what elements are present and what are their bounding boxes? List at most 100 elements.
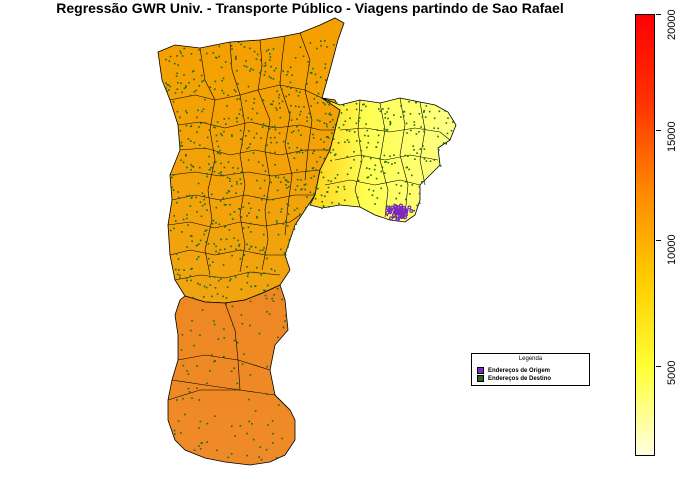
destination-point [382,108,384,110]
destination-point [329,151,332,154]
destination-point [270,141,272,144]
destination-point [180,141,183,144]
destination-point [397,172,400,174]
destination-point [215,245,217,248]
destination-point [177,191,179,193]
destination-point [184,153,187,156]
destination-point [328,113,331,116]
destination-point [274,128,277,131]
destination-point [306,196,308,198]
destination-point [227,94,229,97]
destination-point [288,147,291,149]
destination-point [422,145,424,147]
destination-point [303,184,306,186]
destination-point [213,126,215,128]
destination-point [263,247,265,249]
destination-point [223,337,226,339]
destination-point [346,108,348,111]
destination-point [199,448,202,450]
destination-point [205,241,207,243]
destination-point [185,86,187,89]
destination-point [319,156,322,158]
destination-point [300,110,302,113]
destination-point [218,172,221,175]
destination-point [239,425,242,427]
destination-point [196,131,198,133]
destination-point [231,135,233,137]
destination-point [245,135,247,137]
destination-point [240,216,243,218]
destination-point [370,174,372,176]
destination-point [260,70,262,72]
destination-point [259,249,262,252]
destination-point [279,116,282,119]
destination-point [319,120,321,122]
destination-point [201,192,204,195]
destination-point [362,155,365,158]
destination-point [275,107,277,109]
destination-point [190,279,192,282]
destination-point [445,142,447,145]
destination-point [190,169,192,171]
destination-point [268,313,271,315]
destination-point [233,172,235,175]
destination-point [265,50,268,52]
destination-point [231,305,234,308]
destination-point [278,132,281,134]
destination-point [295,223,297,225]
destination-point [206,441,208,443]
destination-point [198,85,201,87]
destination-point [230,453,233,455]
destination-point [406,132,408,134]
destination-point [176,110,179,113]
destination-point [269,152,272,154]
destination-point [223,130,225,133]
destination-point [332,138,335,140]
destination-point [321,207,323,210]
destination-point [304,183,307,185]
destination-point [179,274,181,277]
destination-point [187,387,190,390]
destination-point [172,189,175,191]
destination-point [248,212,250,214]
destination-point [323,157,326,160]
destination-point [286,74,288,76]
region-south [167,284,296,466]
destination-point [256,215,258,218]
destination-point [178,196,180,199]
destination-point [236,69,238,72]
destination-point [274,151,276,154]
destination-point [236,98,238,101]
destination-point [266,284,269,287]
destination-point [223,118,226,120]
destination-point [284,320,286,322]
destination-point [174,62,176,65]
destination-point [185,155,187,157]
destination-point [260,137,262,139]
destination-point [203,194,206,197]
destination-point [193,90,196,93]
destination-point [277,336,279,339]
destination-point [423,111,425,113]
destination-point [217,145,220,148]
destination-point [190,329,192,332]
destination-point [177,64,179,66]
destination-point [196,365,198,367]
destination-point [324,103,326,106]
destination-point [196,211,198,213]
destination-point [265,297,268,300]
destination-point [286,86,289,88]
destination-point [400,185,402,187]
destination-point [207,258,210,260]
destination-point [238,243,241,246]
destination-point [348,141,350,143]
destination-point [261,198,263,201]
destination-point [248,130,250,132]
destination-point [342,124,345,126]
destination-point [180,159,182,161]
destination-point [182,218,185,221]
destination-point [179,277,181,279]
destination-point [312,133,314,136]
destination-point [192,70,195,72]
destination-point [283,252,286,254]
